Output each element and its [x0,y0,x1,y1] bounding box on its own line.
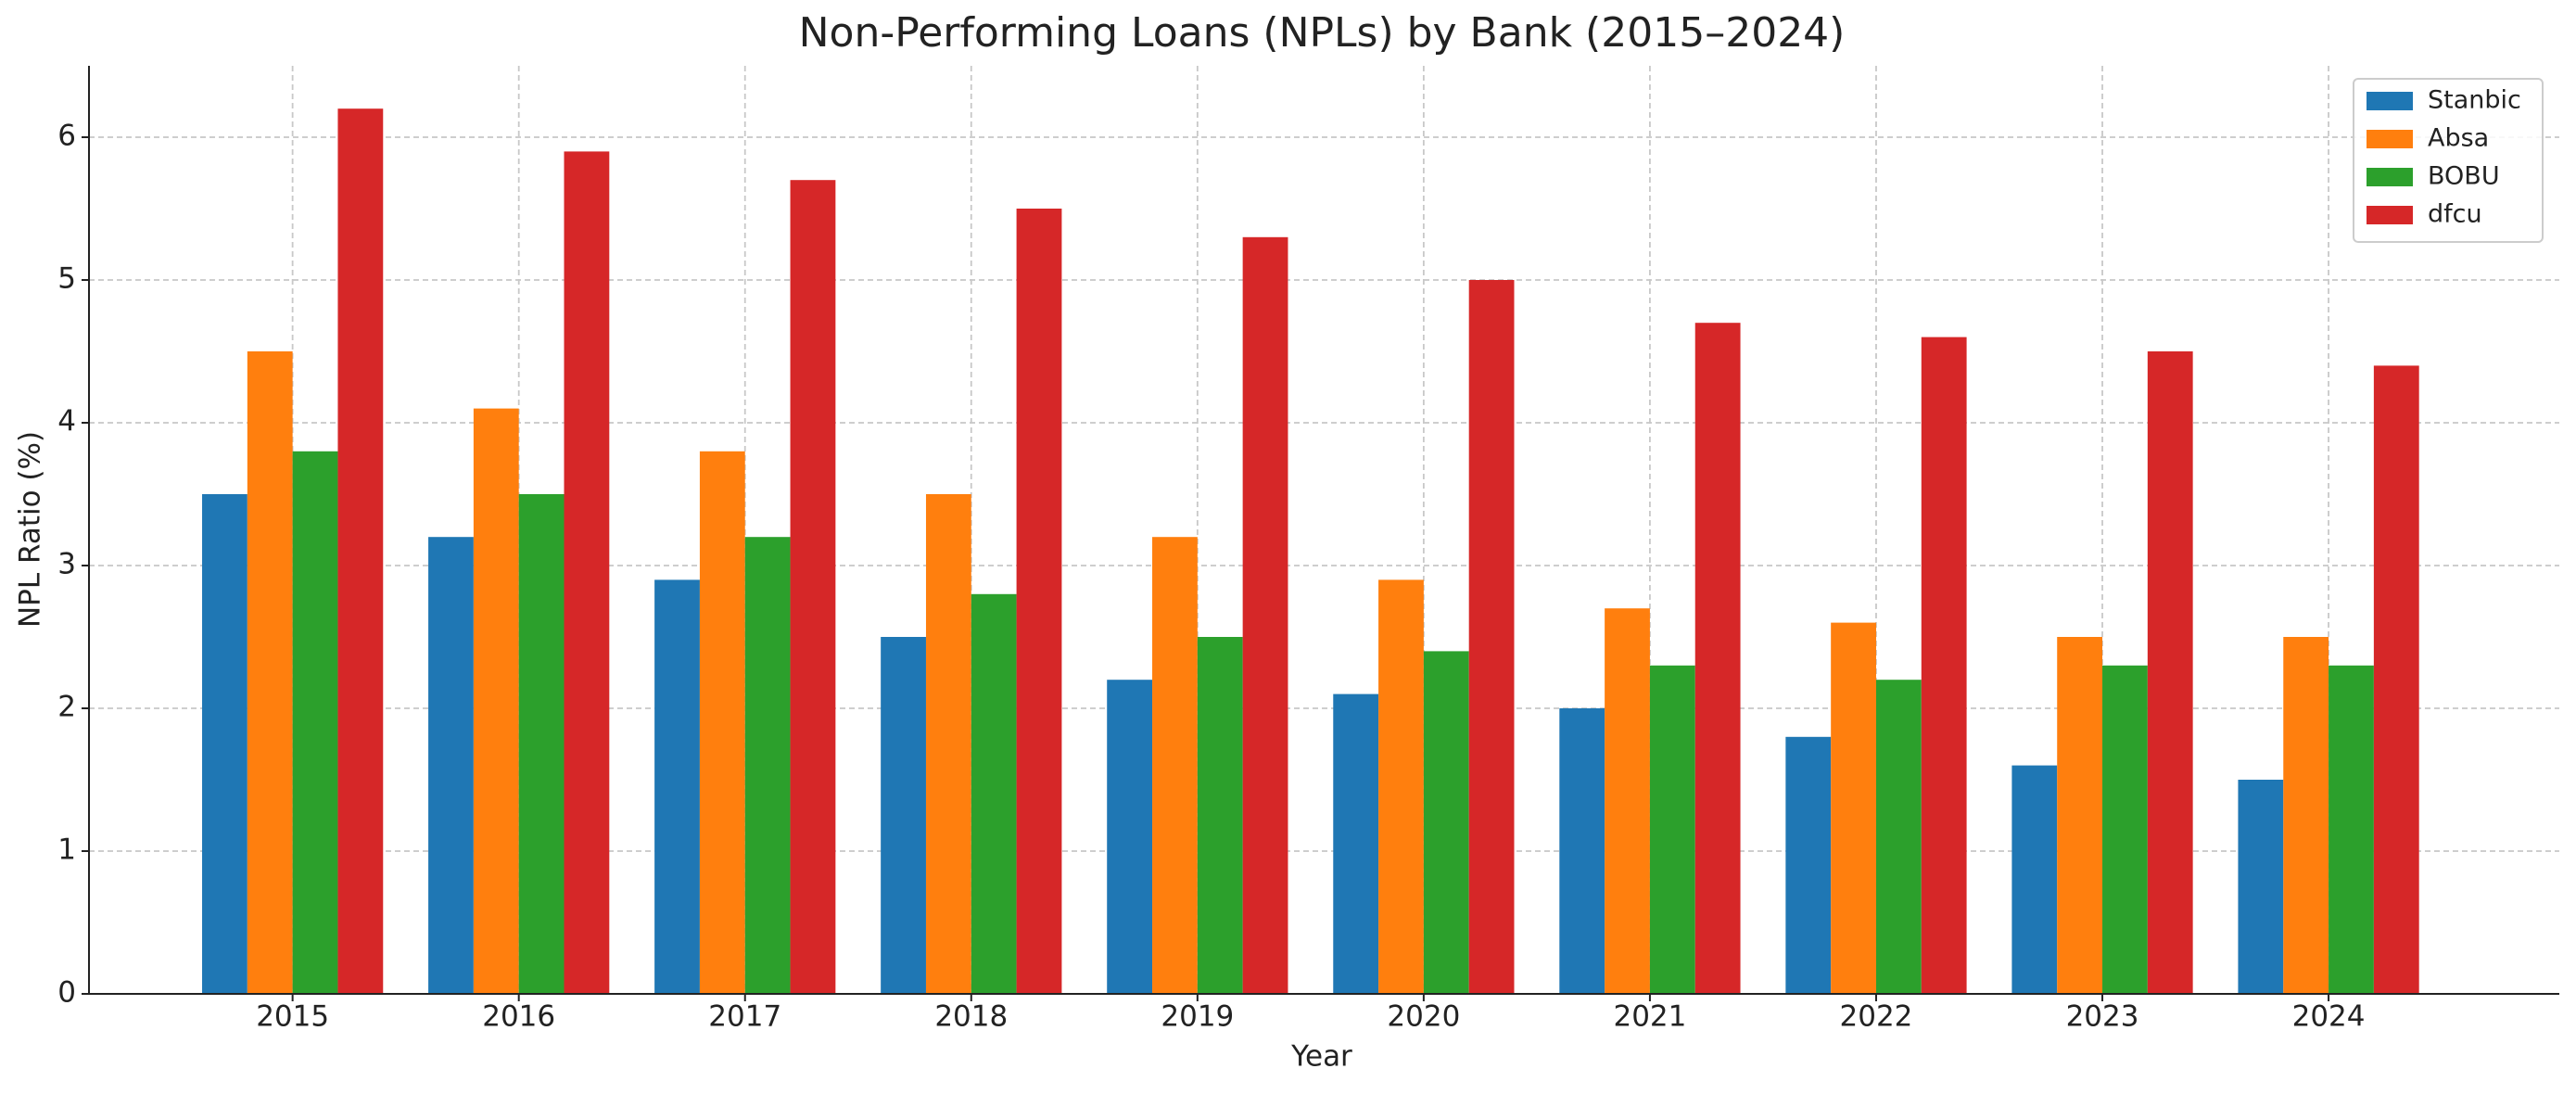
legend-swatch [2367,206,2413,224]
bar [337,108,384,994]
y-tick-label: 1 [57,833,76,867]
x-tick-label: 2024 [2292,1000,2366,1034]
bar [744,537,791,994]
y-tick-label: 2 [57,691,76,724]
legend-label: Absa [2428,124,2489,153]
bar [1649,665,1695,994]
bar [881,637,926,994]
bar [1378,579,1424,994]
bar [1831,622,1876,994]
legend-swatch [2367,130,2413,148]
bar [1016,209,1062,994]
y-tick-label: 5 [57,262,76,296]
bar [790,180,836,994]
x-tick-label: 2017 [708,1000,781,1034]
bar [1197,637,1243,994]
bar [971,593,1017,994]
x-tick-label: 2018 [934,1000,1008,1034]
legend-label: BOBU [2428,162,2500,191]
bar [518,494,565,994]
bar [1694,323,1741,994]
x-tick-label: 2015 [256,1000,329,1034]
bar [2102,665,2148,994]
x-tick-label: 2019 [1161,1000,1234,1034]
bar [2329,665,2374,994]
bar [564,151,610,994]
bar [1875,680,1922,994]
bar [2373,365,2419,994]
bar [2147,351,2193,994]
bar [247,351,293,994]
bar [1785,736,1832,994]
bar [2238,780,2284,994]
legend-label: dfcu [2428,200,2482,229]
bar [1333,693,1379,994]
bar [202,494,247,994]
legend-swatch [2367,92,2413,110]
y-tick-label: 6 [57,120,76,153]
y-tick-label: 4 [57,405,76,439]
bar [1152,537,1198,994]
bar [699,451,745,994]
legend-label: Stanbic [2428,86,2521,115]
bar [2011,765,2058,994]
x-tick-label: 2016 [482,1000,555,1034]
legend-swatch [2367,168,2413,186]
bar [2057,637,2103,994]
bar [1423,651,1469,994]
bar [1605,608,1650,994]
legend: Stanbic Absa BOBU dfcu [2353,78,2544,243]
y-axis-label: NPL Ratio (%) [14,431,47,628]
bar [1921,337,1967,995]
bar [2283,637,2329,994]
x-tick-label: 2021 [1613,1000,1686,1034]
bar [654,579,700,994]
bar [1559,708,1605,994]
y-tick-label: 0 [57,976,76,1010]
x-axis-label: Year [1290,1040,1352,1074]
bar [428,537,474,994]
bar [925,494,971,994]
bar [1242,236,1288,995]
bar [292,451,338,994]
legend-box [2353,78,2544,243]
bar [1107,680,1153,994]
y-tick-label: 3 [57,548,76,581]
x-tick-label: 2023 [2066,1000,2139,1034]
bar [1468,280,1515,994]
x-tick-label: 2022 [1840,1000,1913,1034]
bar [473,408,519,995]
chart-title: Non-Performing Loans (NPLs) by Bank (201… [799,9,1846,57]
x-tick-label: 2020 [1387,1000,1460,1034]
